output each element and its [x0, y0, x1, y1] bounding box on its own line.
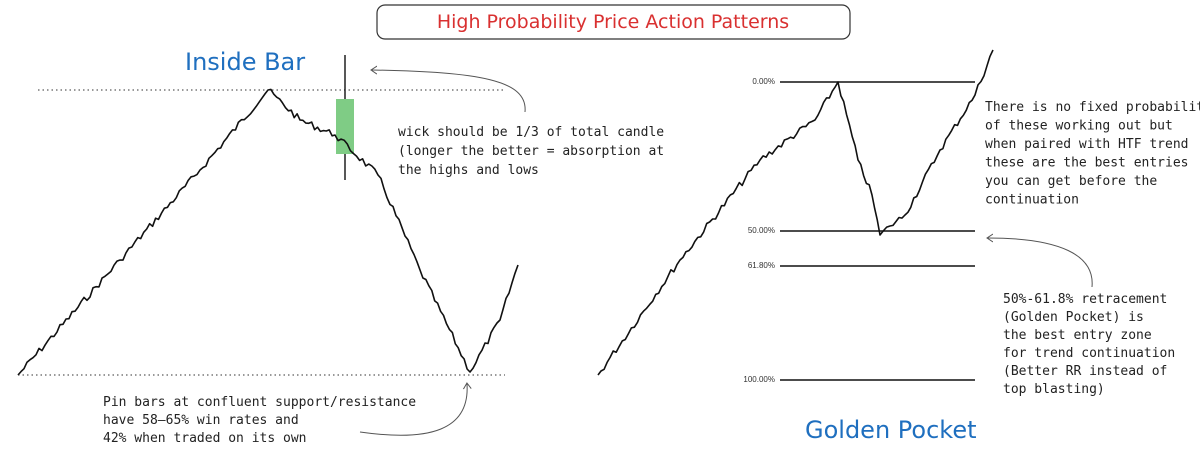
note-line: (Better RR instead of	[1003, 364, 1167, 379]
note-line: (longer the better = absorption at	[398, 144, 664, 159]
note-line: There is no fixed probability	[985, 100, 1200, 115]
title: High Probability Price Action Patterns	[437, 11, 789, 33]
price-path	[17, 88, 519, 376]
note-line: of these working out but	[985, 119, 1173, 134]
level-label: 50.00%	[748, 226, 775, 235]
note-line: the best entry zone	[1003, 328, 1152, 343]
arrow	[988, 238, 1093, 288]
note-line: for trend continuation	[1003, 346, 1175, 361]
note-line: you can get before the	[985, 174, 1157, 189]
arrow	[372, 70, 526, 113]
note-line: 50%-61.8% retracement	[1003, 292, 1167, 307]
note-line: these are the best entries	[985, 156, 1189, 171]
level-label: 100.00%	[743, 375, 775, 384]
note-line: Pin bars at confluent support/resistance	[103, 395, 416, 410]
section-title: Golden Pocket	[805, 416, 977, 444]
note-line: wick should be 1/3 of total candle	[398, 125, 664, 140]
note-line: 42% when traded on its own	[103, 431, 307, 446]
price-path	[597, 49, 994, 376]
level-label: 61.80%	[748, 261, 775, 270]
note-line: the highs and lows	[398, 163, 539, 178]
candle-body	[336, 99, 354, 154]
note-line: top blasting)	[1003, 382, 1105, 397]
note-line: continuation	[985, 193, 1079, 208]
note-line: (Golden Pocket) is	[1003, 310, 1144, 325]
note-line: when paired with HTF trend	[985, 137, 1189, 152]
title-box	[376, 4, 851, 40]
level-label: 0.00%	[752, 77, 775, 86]
section-title: Inside Bar	[185, 48, 305, 76]
note-line: have 58–65% win rates and	[103, 413, 299, 428]
arrow	[359, 384, 467, 436]
